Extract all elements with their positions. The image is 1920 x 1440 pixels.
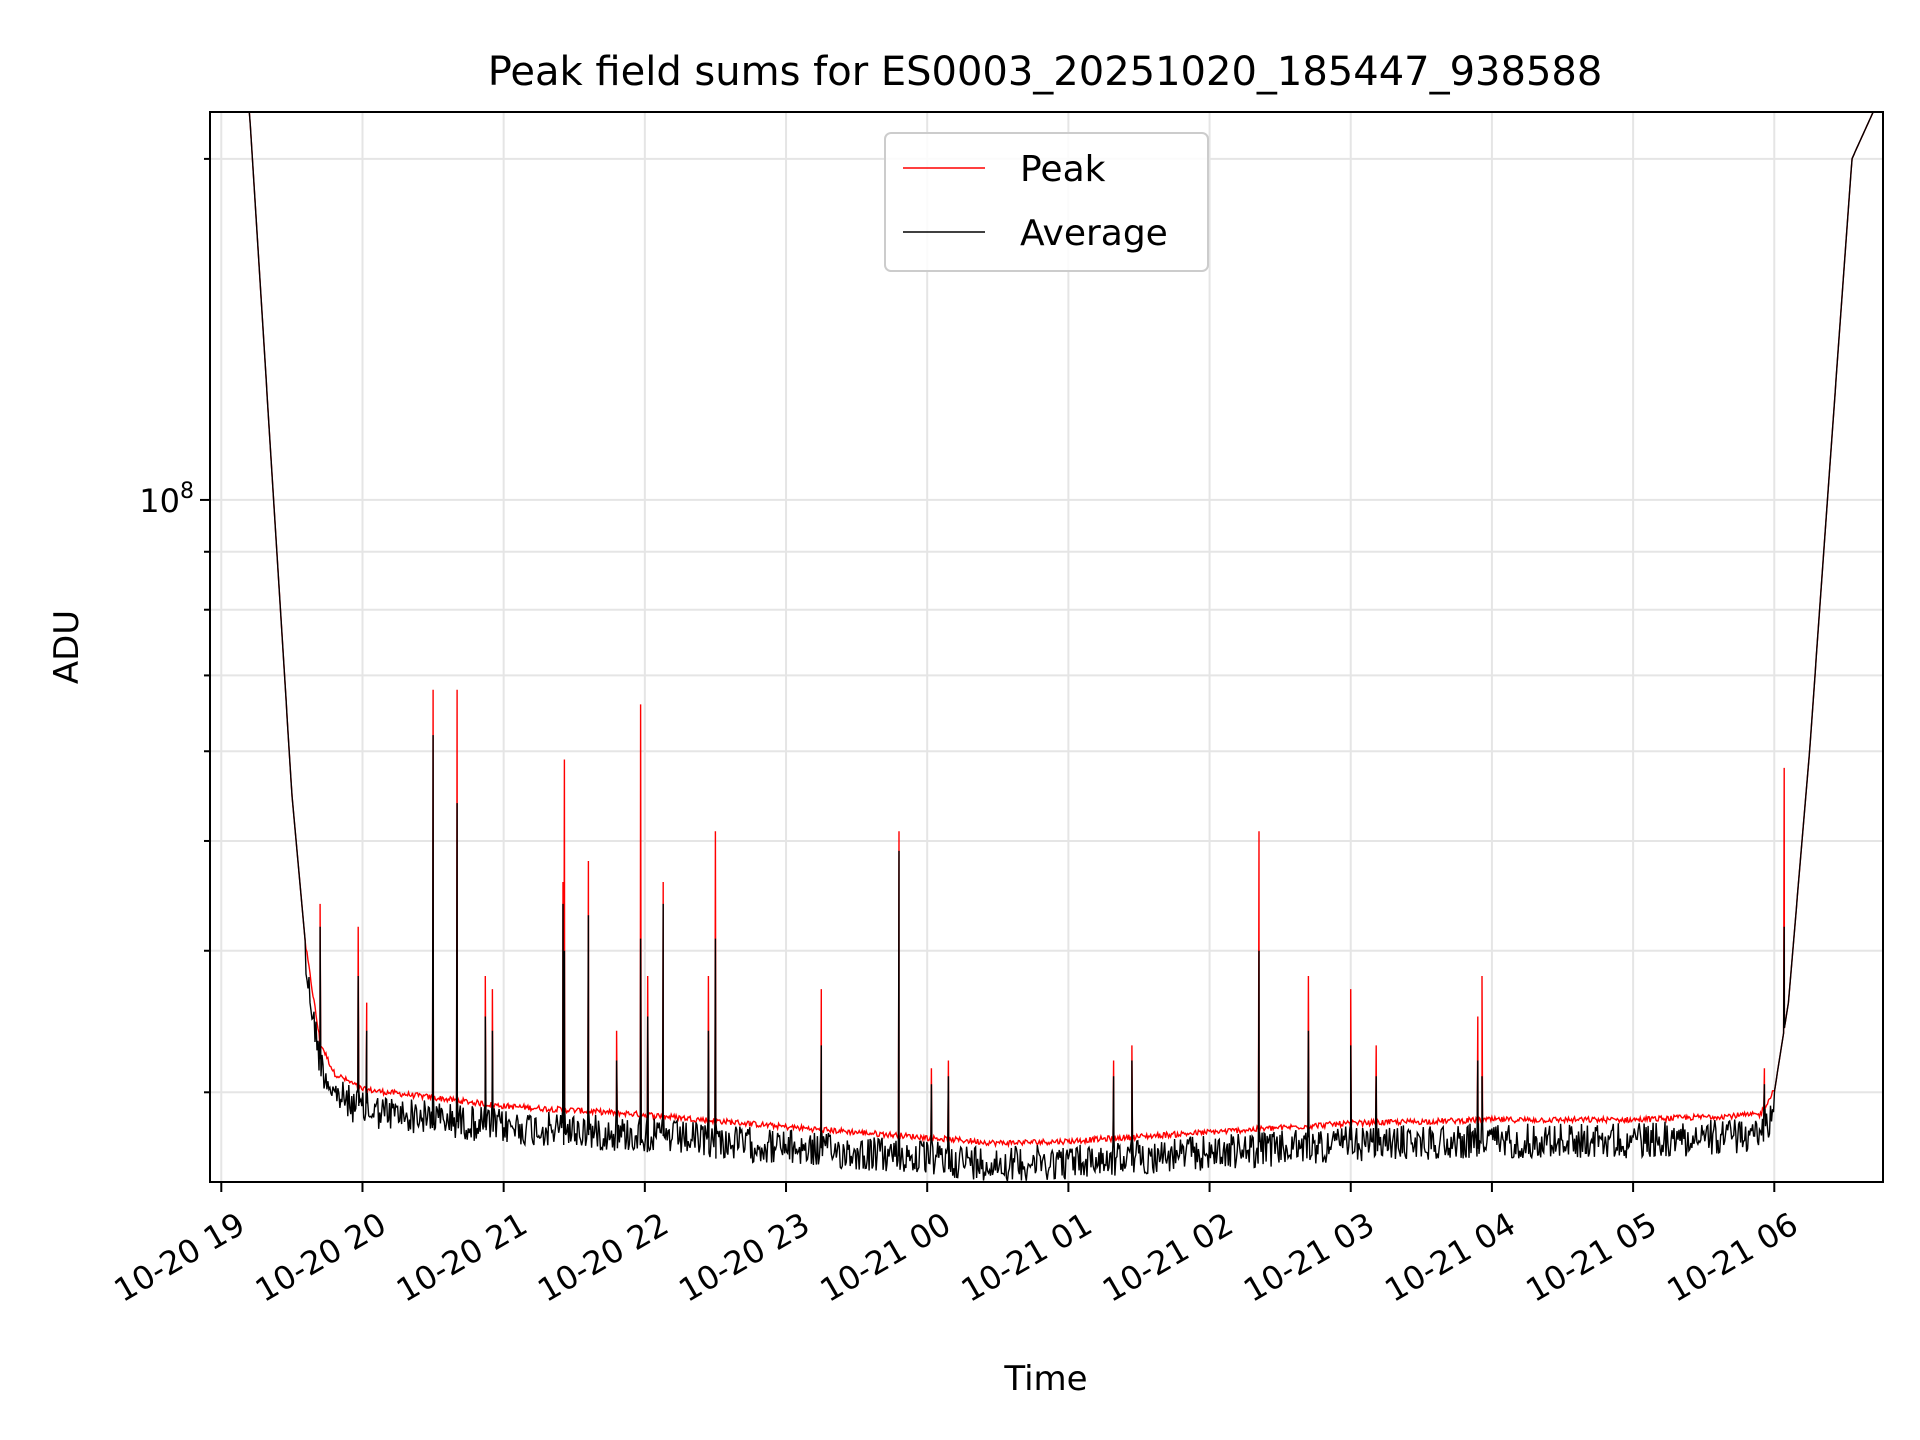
series-layer	[235, 111, 1876, 1182]
plot-frame	[209, 111, 1884, 1183]
grid	[210, 112, 1883, 1182]
series-peak-line	[235, 111, 1876, 1149]
series-average-line	[235, 111, 1876, 1182]
x-axis-label: Time	[1003, 1359, 1087, 1399]
y-tick-label: 108	[139, 479, 194, 520]
y-axis-label: ADU	[47, 610, 87, 684]
chart-title: Peak field sums for ES0003_20251020_1854…	[488, 49, 1603, 95]
legend: Peak Average	[884, 132, 1209, 272]
legend-peak-label: Peak	[1020, 149, 1106, 190]
y-axis: 108	[139, 157, 210, 1094]
legend-average-label: Average	[1020, 213, 1168, 254]
